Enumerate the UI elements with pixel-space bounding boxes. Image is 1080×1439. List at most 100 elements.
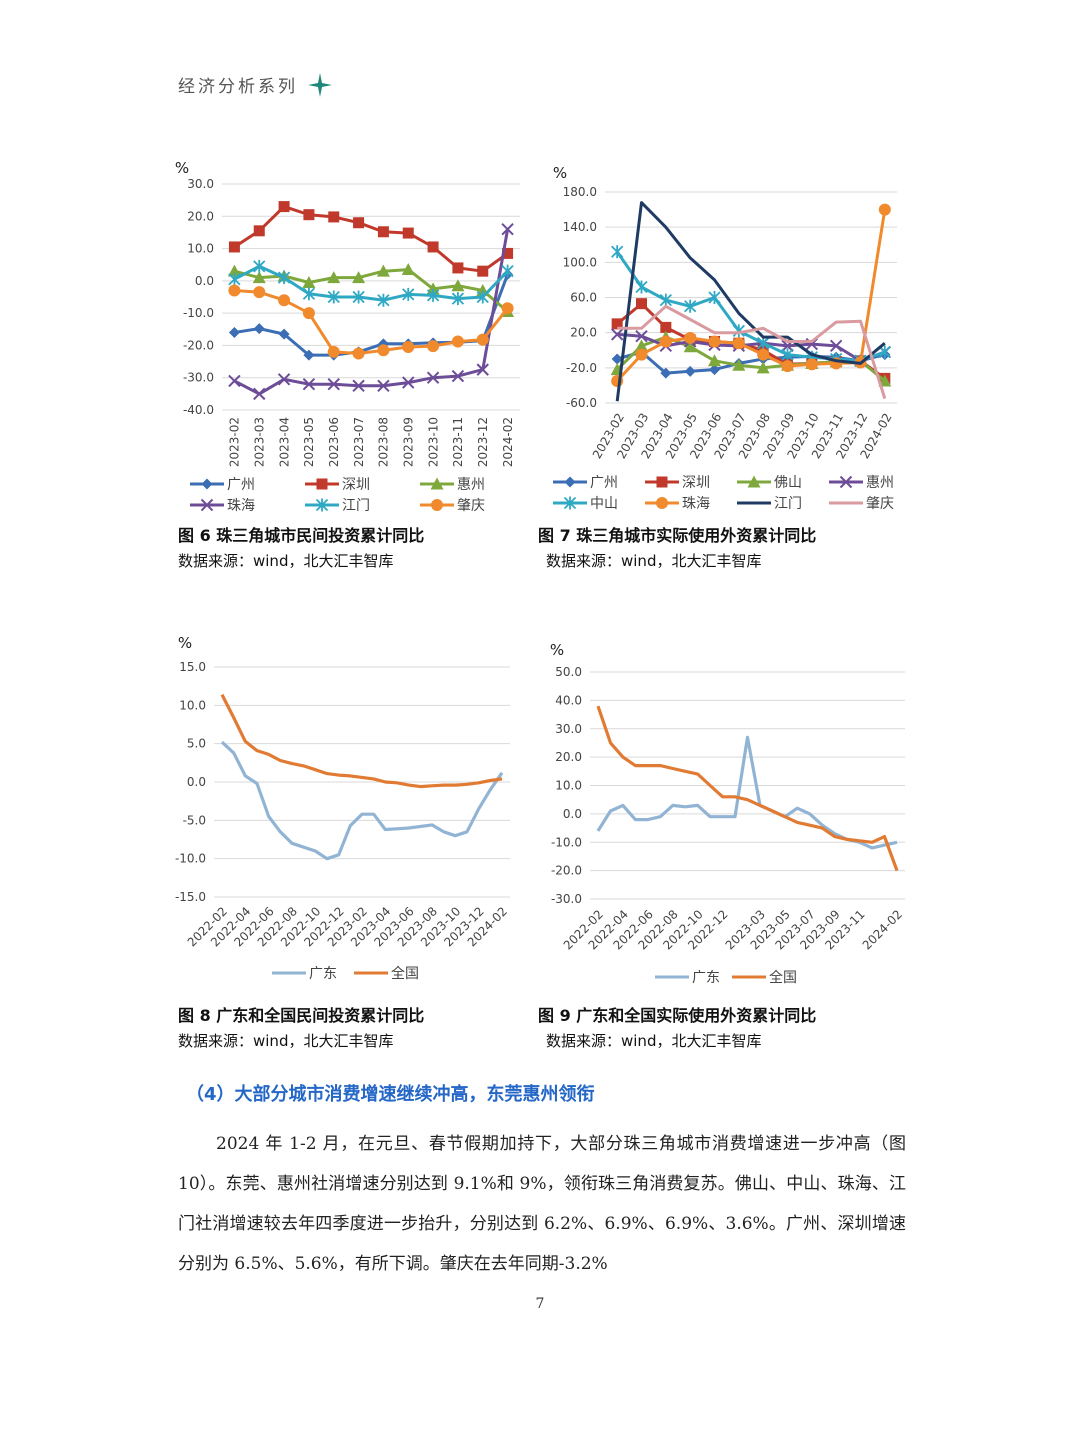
data-point (781, 348, 794, 362)
legend-label: 惠州 (457, 477, 485, 493)
legend-label: 广州 (590, 475, 618, 491)
data-point (278, 294, 291, 307)
series-广东 (220, 740, 504, 861)
data-point (659, 293, 672, 307)
unit-label: % (178, 634, 192, 652)
legend-marker (315, 498, 329, 512)
figure-7-source: 数据来源：wind，北大汇丰智库 (546, 552, 762, 570)
data-point (303, 349, 315, 361)
data-point (757, 336, 770, 350)
data-point (253, 286, 266, 299)
legend-marker (316, 478, 328, 490)
y-tick-label: 60.0 (570, 291, 597, 305)
data-point (302, 275, 316, 288)
data-point (352, 347, 365, 360)
y-tick-label: -20.0 (183, 338, 214, 352)
data-point (352, 271, 366, 284)
data-point (476, 363, 489, 376)
legend-label: 广东 (692, 970, 720, 986)
y-tick-label: -60.0 (566, 396, 597, 410)
data-point (377, 226, 389, 238)
data-point (708, 335, 721, 348)
legend-label: 肇庆 (866, 496, 894, 512)
data-point (228, 327, 240, 339)
y-tick-label: -15.0 (175, 890, 206, 904)
data-point (252, 271, 266, 284)
data-point (477, 265, 489, 277)
series-line (220, 740, 504, 861)
data-point (327, 271, 341, 284)
x-tick-label: 2023-08 (377, 417, 391, 467)
data-point (756, 361, 770, 374)
series-line (220, 693, 503, 789)
legend-label: 全国 (391, 965, 419, 982)
data-point (452, 262, 464, 274)
data-point (376, 264, 390, 277)
x-tick-label: 2024-02 (501, 417, 515, 467)
figure-6-source: 数据来源：wind，北大汇丰智库 (178, 552, 394, 570)
data-point (878, 345, 891, 359)
legend: 广东 全国 (272, 965, 419, 982)
legend-label: 佛山 (774, 475, 802, 491)
data-point (684, 365, 696, 377)
series-全国 (220, 693, 503, 789)
figure-8-svg: %15.010.05.00.0-5.0-10.0-15.02022-022022… (175, 634, 510, 982)
data-point (377, 344, 390, 357)
data-point (303, 209, 315, 221)
y-tick-label: -30.0 (551, 892, 582, 906)
data-point (757, 348, 770, 361)
data-point (709, 364, 720, 376)
data-point (878, 203, 891, 216)
data-point (805, 358, 818, 371)
data-point (278, 201, 290, 213)
figure-7-caption: 图 7 珠三角城市实际使用外资累计同比 (538, 526, 817, 545)
y-tick-label: 140.0 (563, 220, 597, 234)
four-point-star-icon (308, 72, 332, 97)
figure-9-chart: % 50.0 40.0 30.0 20.0 10.0 0.0 -10.0 -20.0 -30.0 2… (535, 637, 915, 992)
data-point (253, 387, 266, 401)
y-tick-label: 20.0 (555, 750, 582, 764)
legend-label: 广东 (309, 966, 337, 982)
page-number: 7 (535, 1296, 545, 1312)
data-point (708, 354, 721, 367)
y-tick-label: 5.0 (187, 737, 206, 751)
y-tick-label: -20.0 (551, 864, 582, 878)
legend-label: 深圳 (682, 475, 710, 491)
series-肇庆 (617, 304, 887, 400)
data-point (352, 379, 365, 392)
data-point (278, 328, 290, 340)
data-point (451, 292, 465, 306)
data-point (636, 298, 647, 310)
data-point (427, 241, 439, 253)
legend-marker (431, 499, 443, 511)
legend-label: 江门 (342, 498, 370, 514)
y-tick-label: 10.0 (555, 779, 582, 793)
data-point (228, 272, 241, 286)
data-point (501, 302, 514, 315)
y-tick-label: 180.0 (563, 185, 597, 199)
data-point (635, 329, 648, 343)
x-tick-label: 2023-06 (327, 417, 341, 467)
series-珠海 (228, 222, 514, 401)
data-point (327, 345, 340, 358)
legend-marker (200, 498, 214, 512)
legend-marker (656, 497, 668, 509)
data-point (635, 339, 648, 352)
data-point (228, 374, 241, 388)
x-tick-label: 2023-02 (228, 417, 242, 467)
y-tick-label: 15.0 (179, 660, 206, 674)
y-tick-label: 10.0 (187, 242, 214, 256)
data-point (732, 358, 746, 371)
legend: 广东 全国 (655, 969, 797, 986)
y-tick-label: -10.0 (175, 852, 206, 866)
data-point (732, 337, 745, 350)
data-point (401, 263, 415, 276)
series-line (596, 705, 899, 872)
data-point (302, 377, 316, 391)
figure-8-source: 数据来源：wind，北大汇丰智库 (178, 1032, 394, 1050)
legend-label: 珠海 (227, 498, 255, 514)
series-line (233, 228, 510, 396)
series-全国 (596, 705, 899, 872)
x-tick-label: 2023-04 (277, 417, 291, 467)
